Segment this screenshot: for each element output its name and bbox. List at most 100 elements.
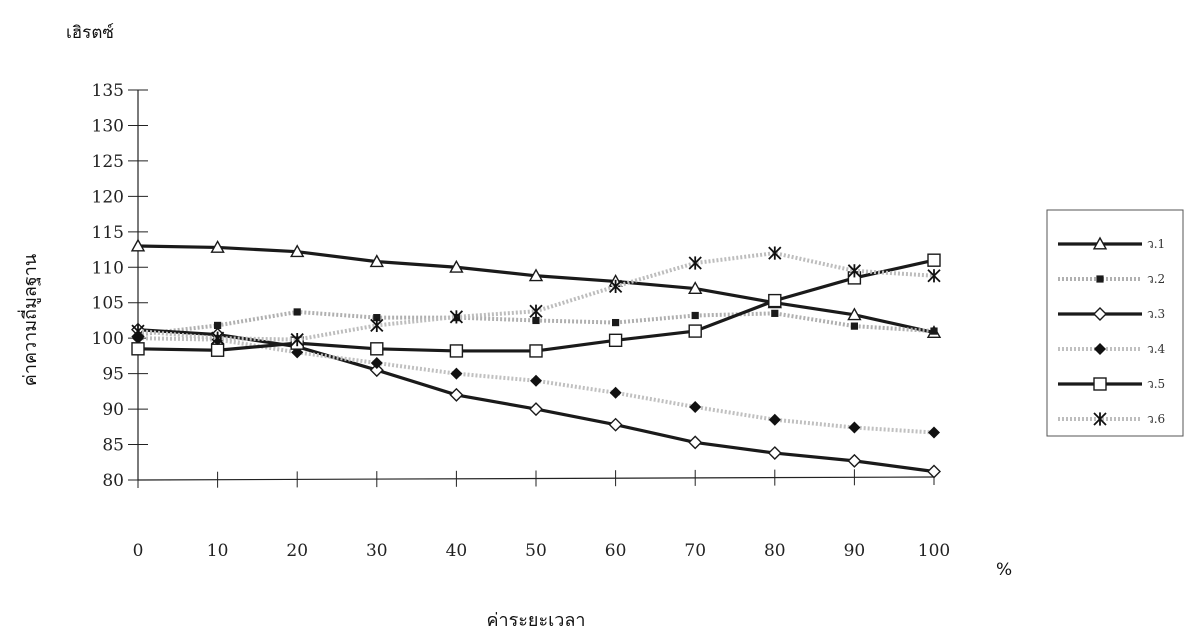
data-point [609, 386, 622, 399]
data-point [847, 307, 862, 321]
data-point [370, 357, 383, 369]
data-point [214, 321, 222, 330]
data-point [930, 327, 938, 335]
data-point [290, 332, 304, 347]
legend-label: ว.3 [1147, 307, 1165, 321]
y-tick-label: 120 [92, 187, 124, 207]
data-point [848, 421, 861, 434]
data-point [290, 244, 305, 258]
data-point [293, 308, 301, 316]
x-tick-label: 50 [525, 541, 547, 561]
data-point [1094, 343, 1106, 355]
x-tick-label: 70 [684, 541, 706, 561]
data-point [608, 279, 623, 294]
legend-entry-5: ว.5 [1058, 377, 1165, 391]
legend-entry-1: ว.1 [1058, 236, 1165, 251]
data-point [1093, 412, 1107, 426]
y-tick-label: 105 [92, 294, 124, 314]
data-point [608, 333, 623, 348]
data-point [373, 314, 381, 322]
series-layer [130, 238, 942, 479]
data-point [688, 435, 703, 450]
data-point [528, 268, 544, 282]
data-point [850, 322, 858, 330]
x-unit-label: % [996, 560, 1012, 580]
y-tick-label: 125 [92, 152, 124, 172]
data-point [768, 293, 782, 308]
data-point [210, 331, 225, 345]
data-point [691, 311, 699, 320]
data-point [927, 253, 941, 267]
data-point [369, 254, 384, 268]
legend-entry-3: ว.3 [1058, 307, 1165, 321]
legend-label: ว.1 [1147, 237, 1165, 251]
x-tick-label: 90 [844, 541, 866, 561]
data-point [767, 446, 782, 461]
series-line [137, 309, 935, 337]
data-point [1096, 275, 1104, 283]
x-tick-label: 40 [446, 541, 468, 561]
x-tick-label: 0 [133, 541, 144, 561]
legend-entry-4: ว.4 [1058, 342, 1166, 356]
data-point [927, 464, 941, 479]
legend-box [1046, 209, 1184, 437]
data-point [689, 400, 702, 413]
x-tick-label: 100 [918, 541, 950, 561]
data-point [847, 264, 862, 278]
series-line [137, 251, 935, 342]
legend-label: ว.2 [1147, 272, 1165, 286]
y-axis-title: ค่าความถี่มูลฐาน [17, 254, 41, 386]
data-point [688, 281, 703, 295]
data-point [530, 374, 542, 387]
axes: 80 85 90 95 100 105 110 115 120 125 130 135 0 10 20 30 4… [92, 81, 951, 561]
legend-label: ว.6 [1147, 412, 1165, 426]
series-3 [131, 322, 941, 479]
data-point [1093, 307, 1107, 321]
data-point [131, 342, 145, 356]
data-point [369, 363, 384, 378]
data-point [608, 417, 623, 432]
data-point [449, 310, 464, 324]
series-4 [132, 332, 940, 439]
data-point [370, 318, 384, 333]
y-tick-label: 80 [102, 471, 124, 491]
legend-label: ว.4 [1147, 342, 1166, 356]
x-axis-title: ค่าระยะเวลา [486, 610, 585, 631]
data-point [847, 453, 862, 468]
x-tick-label: 30 [366, 541, 388, 561]
y-unit-label: เฮิรตซ์ [66, 23, 114, 43]
data-point [529, 344, 543, 358]
data-point [768, 413, 781, 426]
data-point [768, 246, 782, 260]
data-point [529, 304, 543, 318]
data-point [771, 309, 779, 317]
data-point [450, 367, 463, 380]
data-point [210, 239, 225, 253]
y-tick-label: 135 [92, 81, 124, 101]
y-tick-label: 85 [102, 436, 124, 456]
y-tick-label: 110 [92, 258, 124, 278]
data-point [210, 343, 225, 357]
x-tick-label: 80 [764, 541, 786, 561]
data-point [928, 426, 940, 439]
legend-label: ว.5 [1147, 377, 1165, 391]
data-point [1093, 377, 1107, 391]
x-tick-label: 60 [605, 541, 627, 561]
series-6 [131, 246, 941, 347]
y-tick-label: 95 [102, 365, 124, 385]
x-tick-label: 20 [286, 541, 308, 561]
data-point [449, 259, 464, 273]
data-point [612, 318, 620, 327]
data-point [529, 402, 543, 417]
data-point [1092, 236, 1108, 250]
legend-entry-2: ว.2 [1058, 272, 1165, 286]
data-point [131, 324, 145, 338]
data-point [688, 324, 702, 338]
data-point [449, 344, 464, 358]
data-point [130, 238, 146, 252]
y-tick-label: 115 [92, 223, 124, 243]
legend: ว.1 ว.2 ว.3 ว.4 ว.5 ว.6 [1046, 209, 1184, 437]
data-point [449, 387, 464, 402]
data-point [688, 256, 702, 270]
